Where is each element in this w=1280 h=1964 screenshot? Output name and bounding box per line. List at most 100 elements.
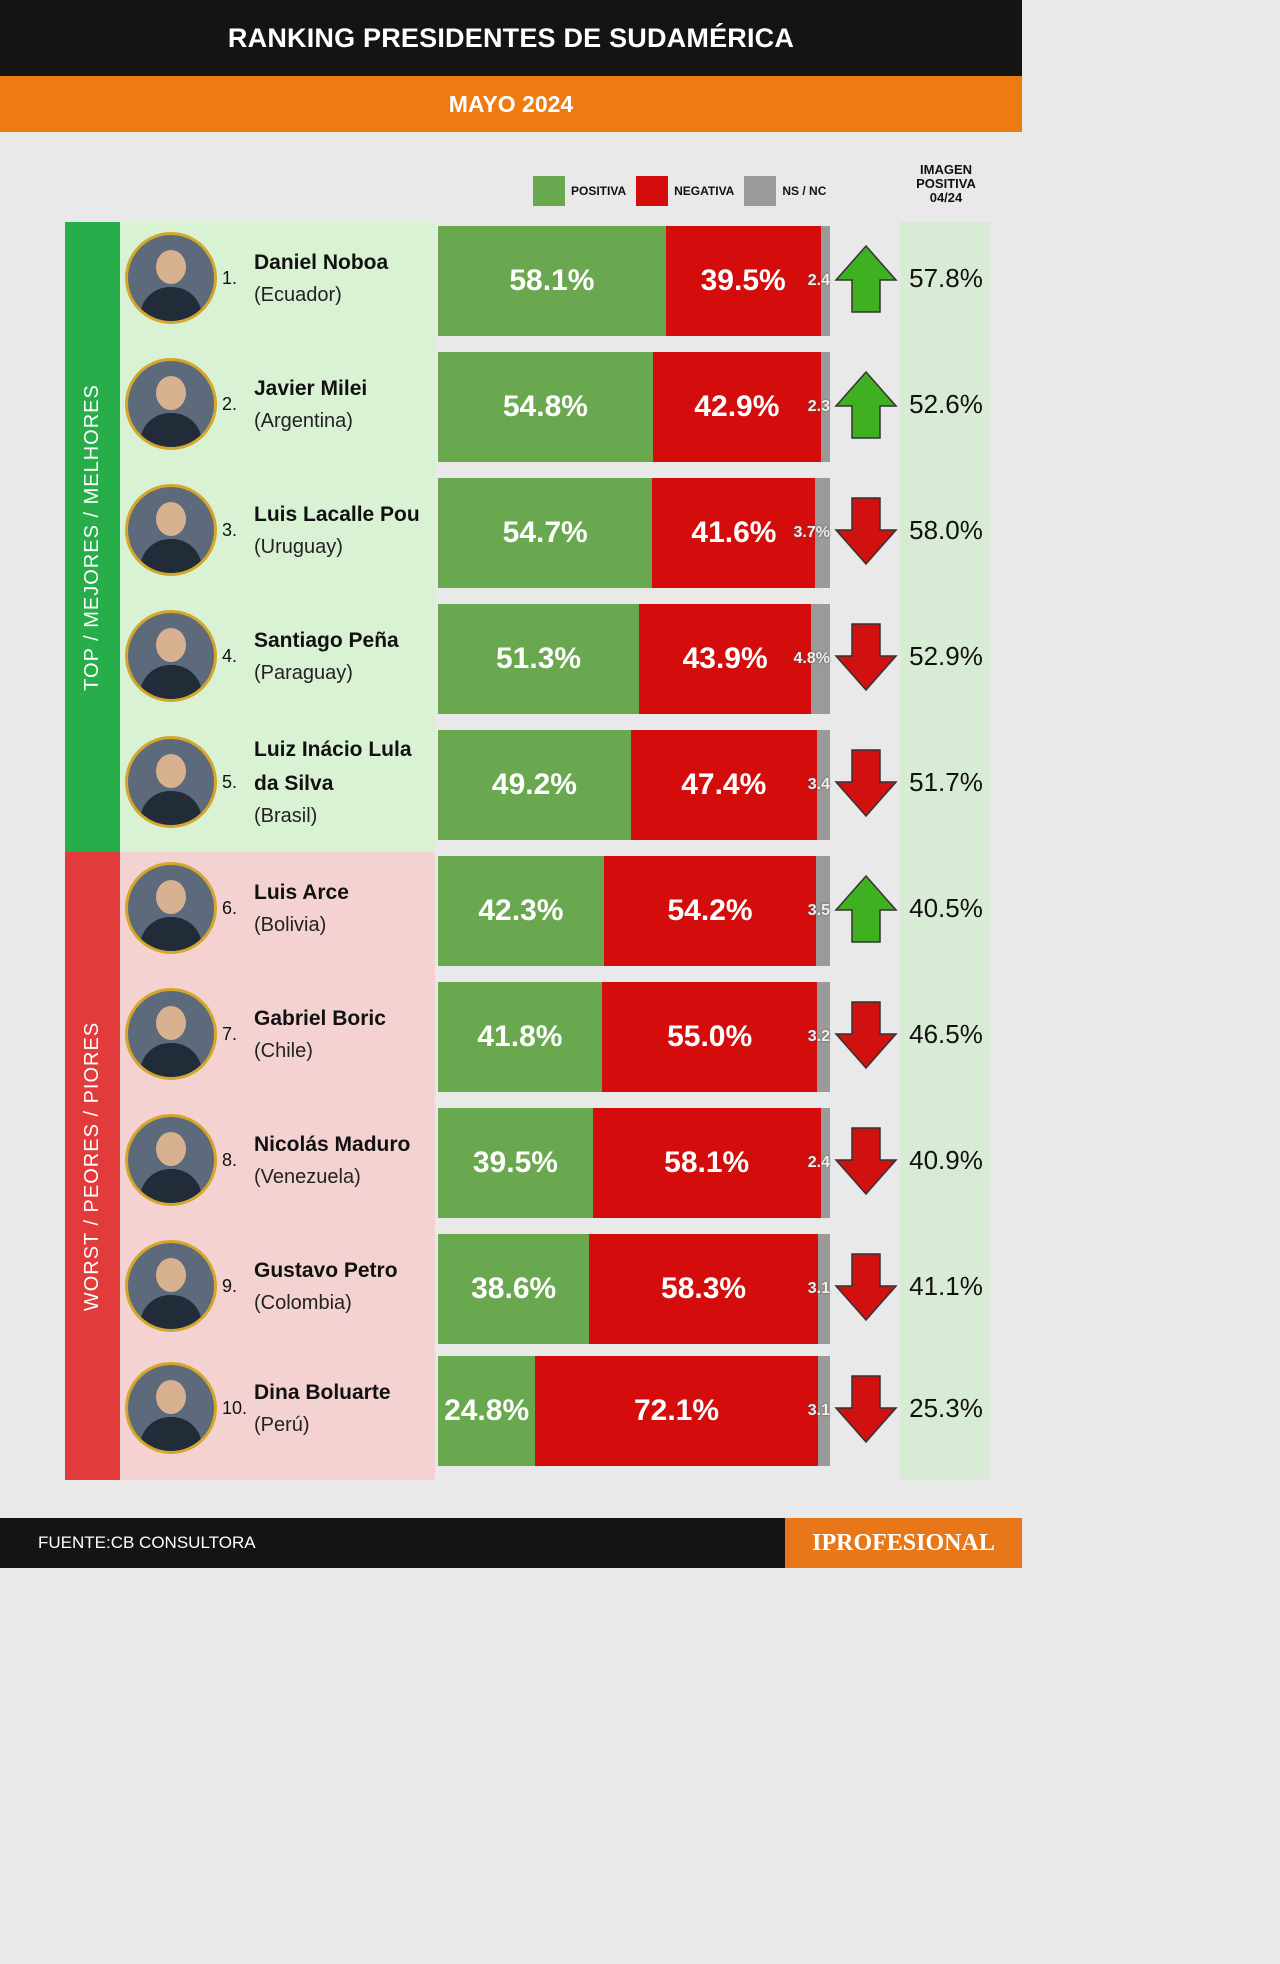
- stacked-bar: 39.5% 58.1% 2.4: [438, 1108, 830, 1218]
- bar-nsnc: 3.1: [808, 1234, 830, 1344]
- bar-negative: 72.1%: [535, 1356, 818, 1466]
- previous-header-line-1: IMAGEN: [920, 162, 972, 177]
- group-top-sidebar: [65, 222, 120, 852]
- ranking-row: 3. Luis Lacalle Pou (Uruguay) 54.7% 41.6% 3.7…: [0, 474, 1022, 588]
- president-country: (Paraguay): [254, 662, 353, 684]
- ranking-row: 4. Santiago Peña (Paraguay) 51.3% 43.9% 4.8% 5…: [0, 600, 1022, 714]
- photo-body-shape: [140, 1169, 202, 1203]
- photo-head-shape: [156, 1132, 186, 1166]
- president-name: Dina Boluarte: [254, 1381, 391, 1404]
- bar-nsnc-label: 4.8%: [793, 650, 830, 667]
- rank-number: 3.: [222, 519, 238, 540]
- legend-label-positive: POSITIVA: [571, 184, 627, 198]
- bar-nsnc: 4.8%: [794, 604, 830, 714]
- bar-negative-label: 41.6%: [691, 516, 777, 549]
- ranking-row: 10. Dina Boluarte (Perú) 24.8% 72.1% 3.1 25.3%: [0, 1352, 1022, 1466]
- bar-positive-label: 54.8%: [502, 390, 588, 423]
- ranking-row: 5. Luiz Inácio Lula da Silva (Brasil) 49.2%…: [0, 726, 1022, 840]
- photo-head-shape: [156, 880, 186, 914]
- previous-positive-image: 46.5%: [909, 1018, 983, 1049]
- president-name: Nicolás Maduro: [254, 1133, 411, 1156]
- president-info: Daniel Noboa (Ecuador): [254, 222, 439, 334]
- bar-negative-label: 39.5%: [700, 264, 786, 297]
- bar-positive: 51.3%: [438, 604, 640, 714]
- arrow-down-icon: [834, 749, 898, 818]
- ranking-row: 8. Nicolás Maduro (Venezuela) 39.5% 58.1% 2.4…: [0, 1104, 1022, 1218]
- previous-positive-image: 25.3%: [909, 1392, 983, 1423]
- stacked-bar: 49.2% 47.4% 3.4: [438, 730, 830, 840]
- bar-nsnc-label: 3.7%: [793, 524, 830, 541]
- president-country: (Bolivia): [254, 914, 327, 936]
- previous-positive-image: 52.6%: [909, 388, 983, 419]
- stacked-bar: 42.3% 54.2% 3.5: [438, 856, 830, 966]
- bar-positive: 54.7%: [438, 478, 653, 588]
- bar-negative-label: 47.4%: [681, 768, 767, 801]
- president-country: (Venezuela): [254, 1166, 361, 1188]
- photo-head-shape: [156, 1380, 186, 1414]
- previous-positive-image: 41.1%: [909, 1270, 983, 1301]
- president-photo: [125, 862, 217, 954]
- bar-negative-label: 58.1%: [664, 1146, 750, 1179]
- stacked-bar: 58.1% 39.5% 2.4: [438, 226, 830, 336]
- bar-negative-label: 58.3%: [661, 1272, 747, 1305]
- rank-number: 4.: [222, 645, 238, 666]
- previous-positive-image: 57.8%: [909, 262, 983, 293]
- arrow-down-icon: [834, 623, 898, 692]
- bar-nsnc-label: 3.2: [807, 1028, 830, 1045]
- bar-negative-label: 72.1%: [633, 1394, 720, 1427]
- stacked-bar: 41.8% 55.0% 3.2: [438, 982, 830, 1092]
- bar-positive-label: 24.8%: [444, 1394, 530, 1427]
- bar-positive-label: 38.6%: [471, 1272, 557, 1305]
- bar-positive: 49.2%: [438, 730, 631, 840]
- bar-nsnc-label: 2.4: [807, 1154, 830, 1171]
- chart-title: RANKING PRESIDENTES DE SUDAMÉRICA: [0, 0, 1022, 76]
- president-name: Gabriel Boric: [254, 1007, 386, 1030]
- previous-image-column: [900, 222, 990, 1480]
- arrow-up-icon: [834, 244, 898, 313]
- arrow-up-icon: [834, 370, 898, 439]
- bar-positive-label: 51.3%: [496, 642, 582, 675]
- rank-number: 9.: [222, 1275, 238, 1296]
- photo-head-shape: [156, 502, 186, 536]
- rank-number: 10.: [222, 1397, 248, 1418]
- rank-number: 2.: [222, 393, 238, 414]
- bar-negative: 58.3%: [589, 1234, 818, 1344]
- president-info: Luis Arce (Bolivia): [254, 852, 439, 964]
- bar-negative: 42.9%: [652, 352, 821, 462]
- photo-head-shape: [156, 1258, 186, 1292]
- ranking-row: 1. Daniel Noboa (Ecuador) 58.1% 39.5% 2.4 57.8…: [0, 222, 1022, 336]
- president-country: (Brasil): [254, 805, 318, 827]
- footer: FUENTE:CB CONSULTORA IPROFESIONAL: [0, 1518, 1022, 1568]
- legend-swatch-nsnc: [744, 176, 777, 206]
- bar-negative-label: 42.9%: [694, 390, 780, 423]
- bar-nsnc: 2.3: [808, 352, 830, 462]
- bar-negative: 58.1%: [592, 1108, 821, 1218]
- bar-nsnc-label: 3.1: [807, 1402, 830, 1419]
- president-photo: [125, 610, 217, 702]
- legend-label-nsnc: NS / NC: [782, 184, 827, 198]
- previous-positive-image: 51.7%: [909, 766, 983, 797]
- bar-nsnc: 2.4: [808, 226, 830, 336]
- ranking-row: 9. Gustavo Petro (Colombia) 38.6% 58.3% 3.1 41…: [0, 1230, 1022, 1344]
- bar-nsnc-label: 3.4: [807, 776, 830, 793]
- bar-negative: 43.9%: [639, 604, 812, 714]
- president-photo: [125, 358, 217, 450]
- bar-positive-label: 42.3%: [478, 894, 564, 927]
- president-photo: [125, 736, 217, 828]
- president-country: (Uruguay): [254, 536, 343, 558]
- brand-logo: IPROFESIONAL: [785, 1518, 1022, 1568]
- bar-positive-label: 49.2%: [491, 768, 577, 801]
- bar-nsnc-label: 2.4: [807, 272, 830, 289]
- bar-positive-label: 39.5%: [472, 1146, 558, 1179]
- president-country: (Ecuador): [254, 284, 342, 306]
- photo-head-shape: [156, 628, 186, 662]
- photo-body-shape: [140, 1417, 202, 1451]
- rank-number: 6.: [222, 897, 238, 918]
- president-info: Gabriel Boric (Chile): [254, 978, 439, 1090]
- photo-body-shape: [140, 791, 202, 825]
- president-country: (Colombia): [254, 1292, 352, 1314]
- bar-nsnc: 3.4: [808, 730, 830, 840]
- bar-positive-label: 54.7%: [502, 516, 588, 549]
- ranking-row: 7. Gabriel Boric (Chile) 41.8% 55.0% 3.2 46.5%: [0, 978, 1022, 1092]
- bar-positive: 58.1%: [438, 226, 666, 336]
